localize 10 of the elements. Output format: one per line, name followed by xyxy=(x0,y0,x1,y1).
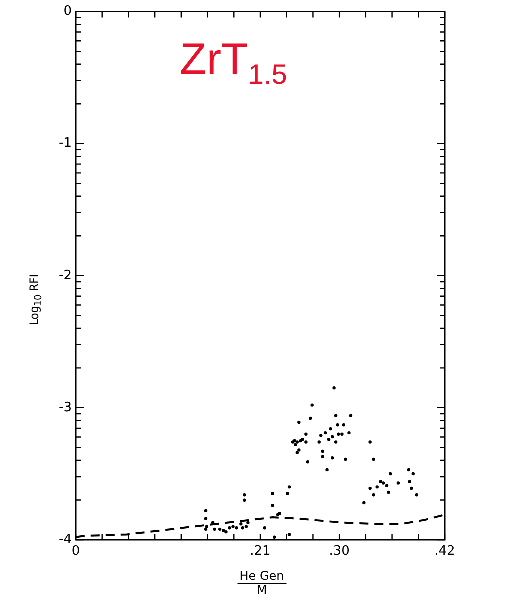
x-tick-label: .21 xyxy=(250,544,271,560)
x-tick-label: .30 xyxy=(329,544,350,560)
x-axis-title: He Gen M xyxy=(238,569,286,598)
y-tick-label: -4 xyxy=(59,532,72,548)
text: ZrT$_{1.5}$ xyxy=(180,35,288,90)
y-tick-label: -2 xyxy=(59,268,72,284)
y-tick-label: 0 xyxy=(64,4,72,20)
y-tick-label: -1 xyxy=(59,136,72,152)
y-tick-label: -3 xyxy=(59,400,72,416)
x-tick-label: .42 xyxy=(434,544,456,560)
